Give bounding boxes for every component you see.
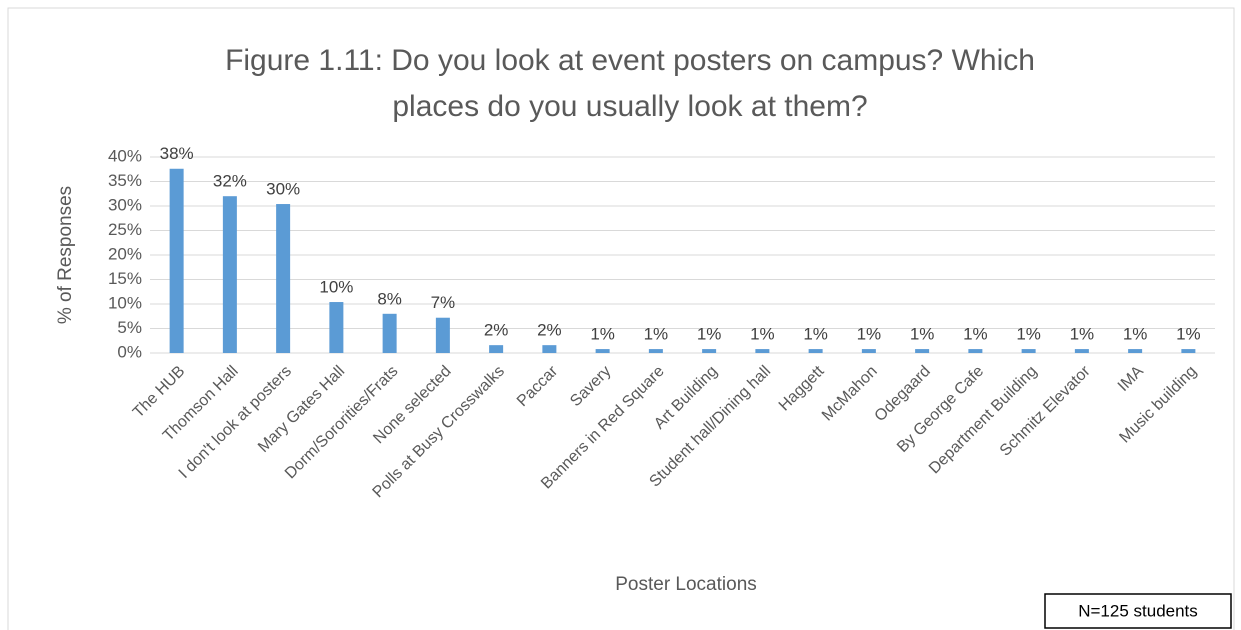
- x-tick-label: McMahon: [819, 363, 881, 425]
- value-label: 1%: [1070, 325, 1095, 344]
- bar: [329, 302, 344, 353]
- bar: [489, 345, 504, 353]
- x-axis-label: Poster Locations: [615, 574, 757, 595]
- bar: [702, 349, 717, 353]
- y-axis-label: % of Responses: [55, 186, 76, 324]
- bar: [276, 204, 291, 353]
- value-label: 1%: [1176, 325, 1201, 344]
- y-tick-label: 10%: [108, 293, 142, 312]
- x-tick-label: Paccar: [514, 362, 562, 410]
- bar: [1181, 349, 1196, 353]
- bar: [222, 196, 237, 353]
- bar: [808, 349, 823, 353]
- value-label: 1%: [963, 325, 988, 344]
- value-label: 8%: [377, 289, 402, 308]
- x-tick-label: Haggett: [776, 362, 828, 414]
- bar: [755, 349, 770, 353]
- value-label: 38%: [160, 144, 194, 163]
- bar: [1021, 349, 1036, 353]
- value-label: 1%: [857, 325, 882, 344]
- y-tick-label: 15%: [108, 269, 142, 288]
- bar: [968, 349, 983, 353]
- y-tick-label: 30%: [108, 195, 142, 214]
- y-tick-label: 0%: [117, 342, 142, 361]
- value-label: 1%: [910, 325, 935, 344]
- y-tick-label: 25%: [108, 220, 142, 239]
- value-label: 1%: [644, 325, 669, 344]
- bar: [542, 345, 557, 353]
- bar: [648, 349, 663, 353]
- value-label: 10%: [319, 278, 353, 297]
- x-tick-label: Savery: [567, 363, 614, 410]
- x-tick-label: Schmitz Elevator: [997, 362, 1094, 459]
- value-label: 1%: [590, 325, 615, 344]
- note: N=125 students: [1078, 601, 1198, 620]
- chart-border: [7, 7, 1235, 630]
- bar: [861, 349, 876, 353]
- x-tick-label: IMA: [1115, 363, 1147, 395]
- bar: [915, 349, 930, 353]
- value-label: 30%: [266, 180, 300, 199]
- value-label: 2%: [484, 321, 509, 340]
- chart-title: places do you usually look at them?: [392, 90, 867, 123]
- bar: [1074, 349, 1089, 353]
- value-label: 1%: [750, 325, 775, 344]
- value-label: 32%: [213, 172, 247, 191]
- value-label: 2%: [537, 321, 562, 340]
- value-label: 1%: [1016, 325, 1041, 344]
- bar: [1128, 349, 1143, 353]
- chart-title: Figure 1.11: Do you look at event poster…: [225, 44, 1035, 77]
- value-label: 1%: [803, 325, 828, 344]
- y-tick-label: 20%: [108, 244, 142, 263]
- value-label: 7%: [431, 293, 456, 312]
- bar: [595, 349, 610, 353]
- y-tick-label: 5%: [117, 318, 142, 337]
- bar: [169, 168, 184, 353]
- bar: [435, 317, 450, 353]
- y-tick-label: 35%: [108, 171, 142, 190]
- bar: [382, 313, 397, 353]
- value-label: 1%: [697, 325, 722, 344]
- y-tick-label: 40%: [108, 146, 142, 165]
- note-box: [1044, 593, 1232, 629]
- value-label: 1%: [1123, 325, 1148, 344]
